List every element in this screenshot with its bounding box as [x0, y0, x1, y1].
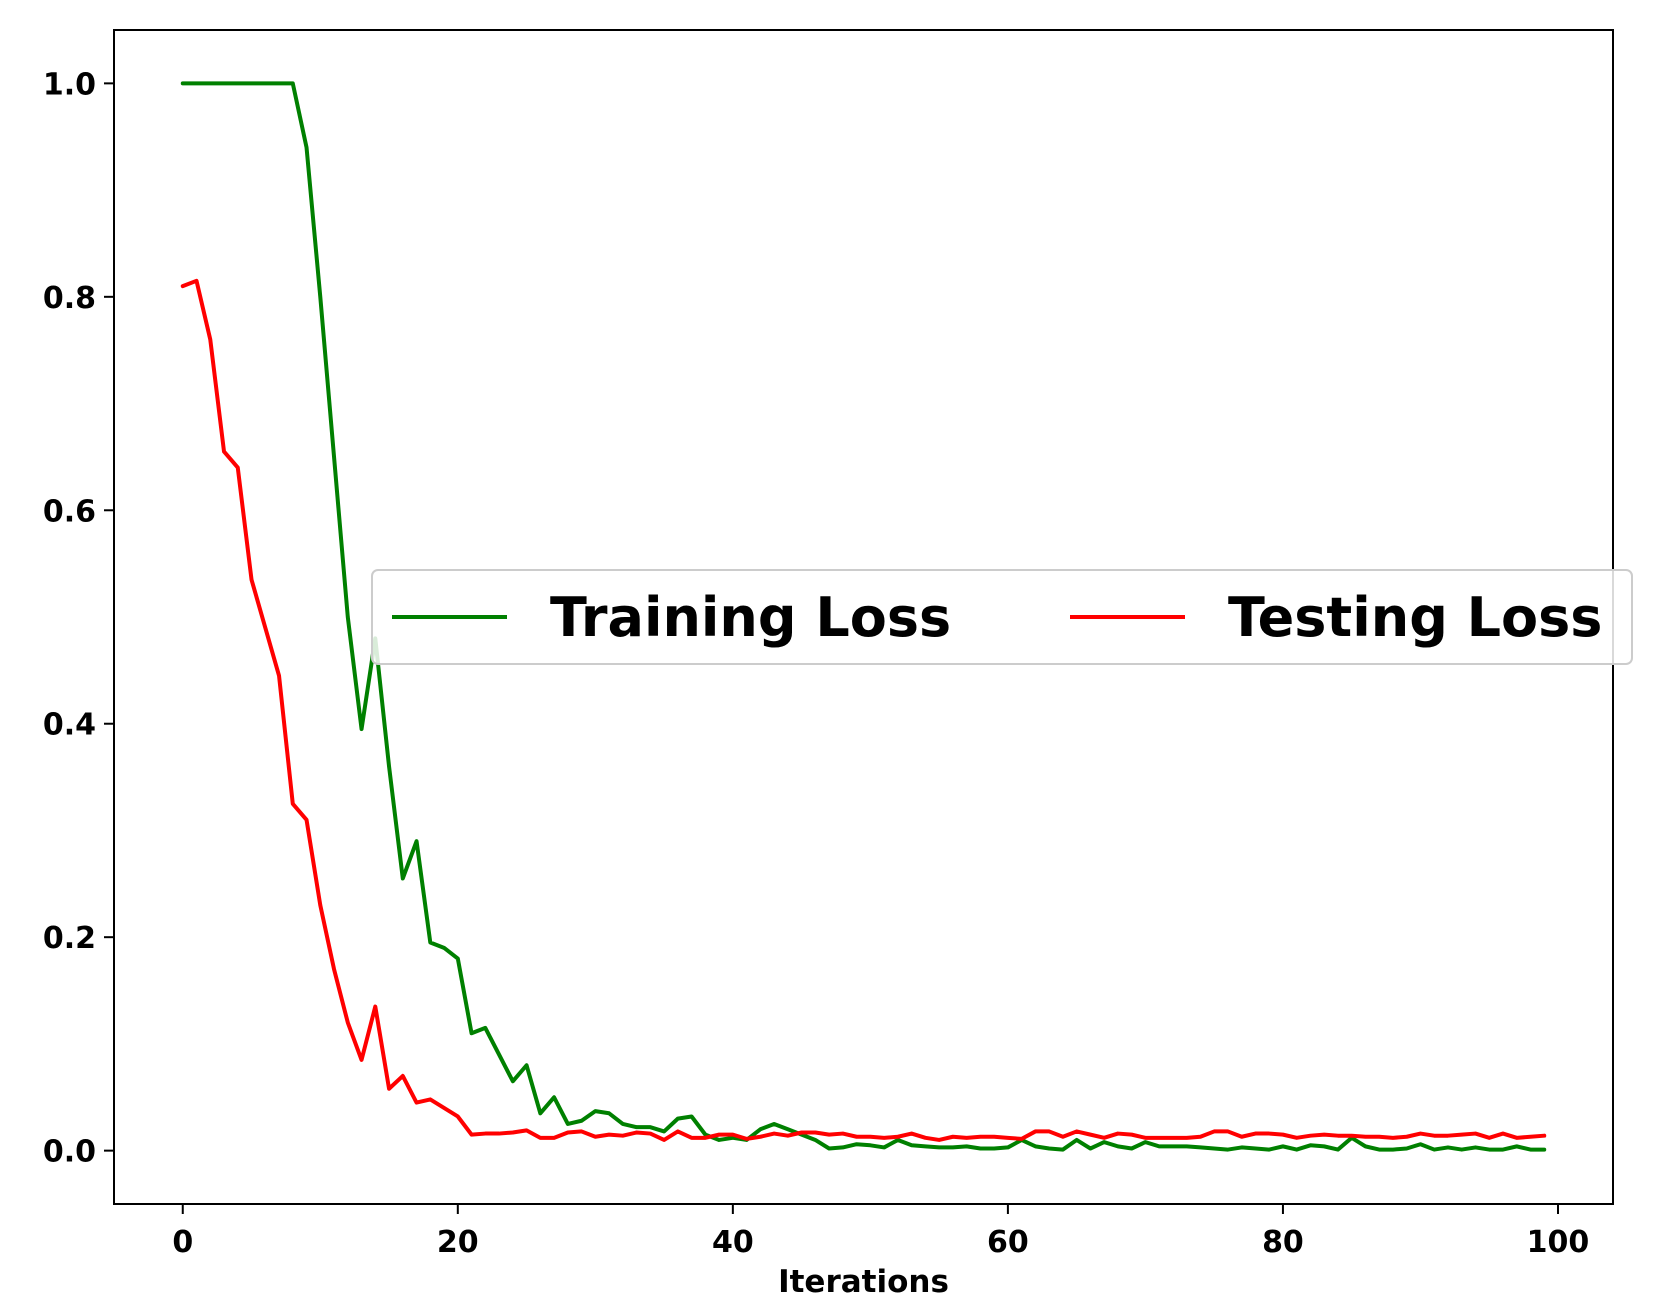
- x-tick-label: 20: [437, 1225, 479, 1260]
- x-tick-label: 60: [987, 1225, 1029, 1260]
- x-tick-label: 100: [1527, 1225, 1590, 1260]
- x-tick-label: 80: [1262, 1225, 1304, 1260]
- y-tick-label: 1.0: [43, 67, 96, 102]
- y-tick-label: 0.6: [43, 494, 96, 529]
- y-tick-label: 0.4: [43, 708, 96, 743]
- legend-box: [371, 569, 1633, 665]
- legend-label: Training Loss: [550, 586, 951, 649]
- y-tick-label: 0.2: [43, 921, 96, 956]
- legend: Training Loss Testing Loss: [371, 569, 1633, 665]
- axes: 0 20 40 60 80 100 0.0 0.2 0.4 0.6 0.8 1.0 Iterations: [43, 29, 1614, 1300]
- series-line-training-loss: [180, 81, 1547, 1152]
- legend-label: Testing Loss: [1228, 586, 1602, 649]
- x-axis-label: Iterations: [778, 1264, 949, 1300]
- y-tick-label: 0.0: [43, 1135, 96, 1170]
- y-tick-label: 0.8: [43, 281, 96, 316]
- plot-area: [180, 81, 1547, 1152]
- series-line-testing-loss: [180, 278, 1547, 1142]
- x-tick-label: 40: [712, 1225, 754, 1260]
- x-tick-label: 0: [172, 1225, 193, 1260]
